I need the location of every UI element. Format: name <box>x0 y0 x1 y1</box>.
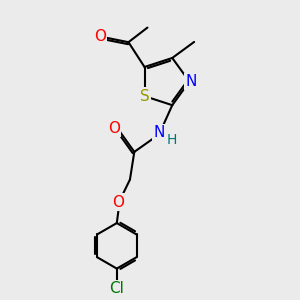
Text: N: N <box>185 74 196 89</box>
Text: S: S <box>140 89 149 104</box>
Text: O: O <box>112 195 124 210</box>
Text: O: O <box>94 29 106 44</box>
Text: Cl: Cl <box>110 281 124 296</box>
Text: H: H <box>166 133 177 147</box>
Text: N: N <box>153 125 165 140</box>
Text: O: O <box>108 121 120 136</box>
